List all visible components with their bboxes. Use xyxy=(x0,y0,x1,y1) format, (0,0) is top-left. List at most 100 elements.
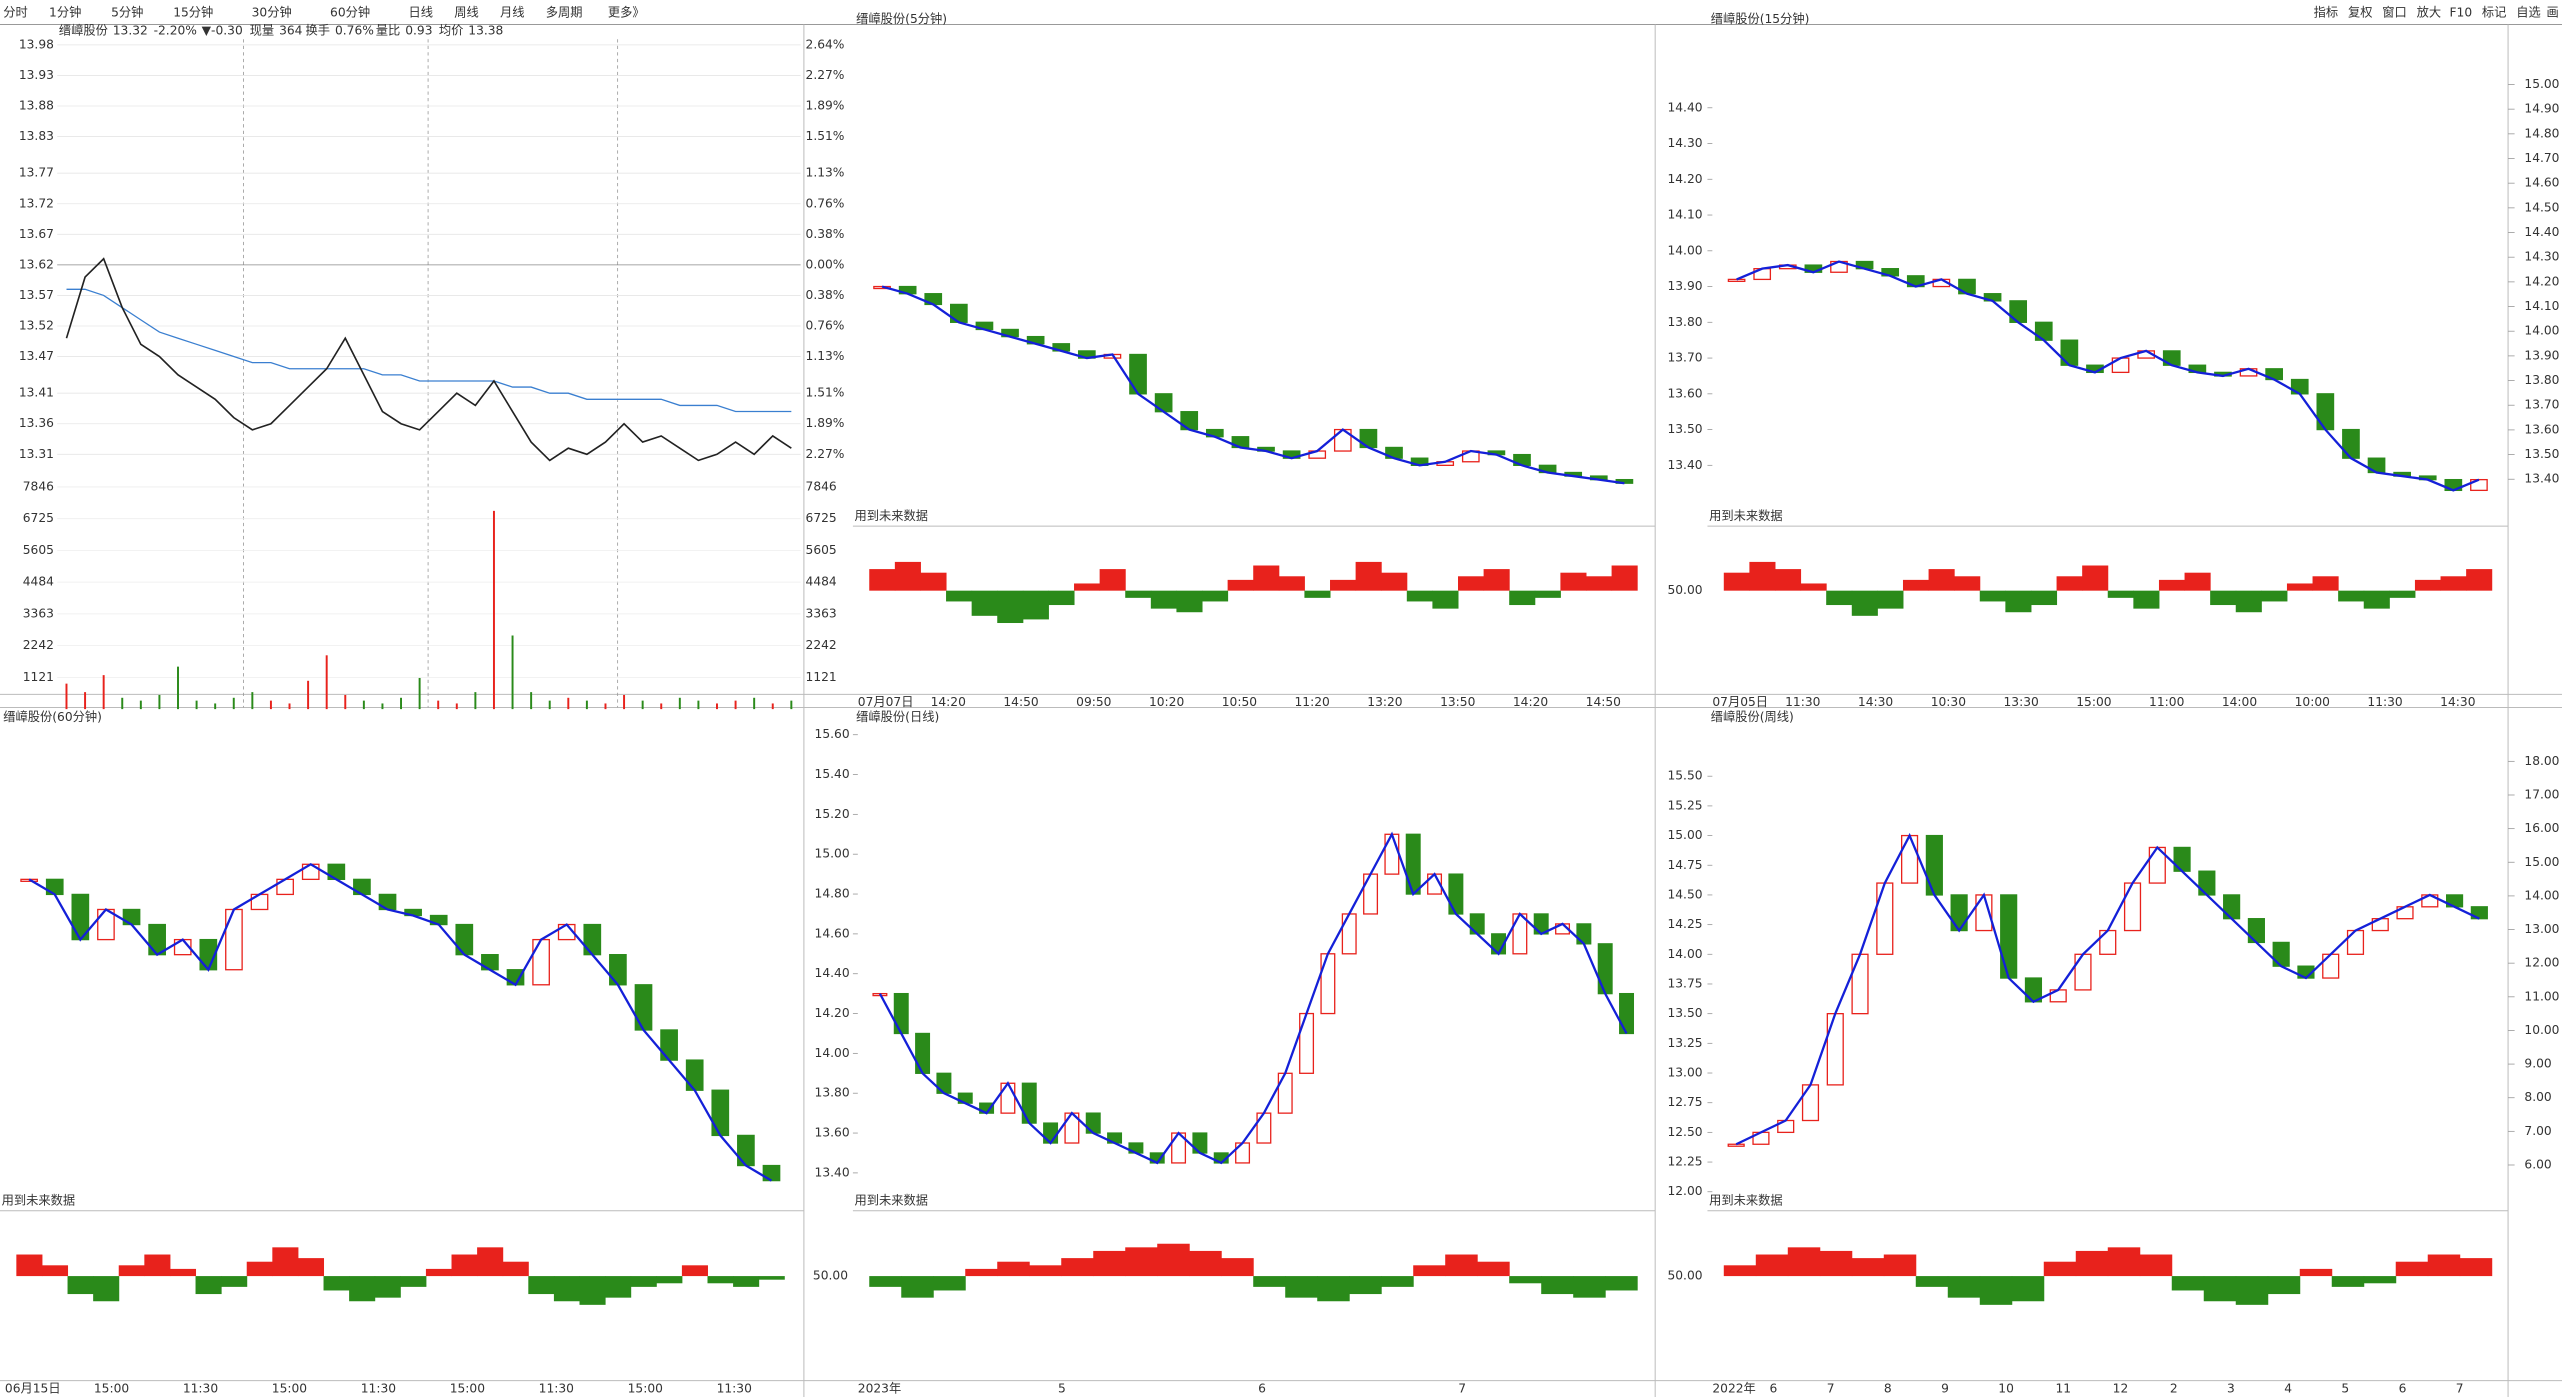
menu-item[interactable]: 1分钟 xyxy=(49,5,81,20)
y2-tick-label: 14.50 xyxy=(2524,200,2559,214)
x-tick-label: 2 xyxy=(2170,1381,2178,1395)
price-tick-label: 13.67 xyxy=(19,227,54,241)
y2-tick-label: 11.00 xyxy=(2524,989,2559,1003)
price-tick-label: 13.62 xyxy=(19,257,54,271)
x-tick-label: 6 xyxy=(1258,1381,1266,1395)
toolbar-item[interactable]: 标记 xyxy=(2482,6,2507,20)
y-tick-label: 14.30 xyxy=(1667,136,1702,150)
close-line xyxy=(1736,260,2480,492)
menu-item[interactable]: 60分钟 xyxy=(330,5,370,20)
candle xyxy=(2346,929,2365,955)
osc-bar xyxy=(733,1276,760,1287)
menu-item[interactable]: 更多》 xyxy=(608,6,645,20)
toolbar-item[interactable]: 放大 xyxy=(2417,5,2442,20)
x-tick-label: 10 xyxy=(1998,1381,2014,1395)
osc-bar xyxy=(971,590,998,616)
toolbar-item[interactable]: 指标 xyxy=(2314,5,2339,20)
y-tick-label: 14.20 xyxy=(815,1006,850,1020)
y2-tick-label: 14.90 xyxy=(2524,102,2559,116)
price-tick-label: 13.52 xyxy=(19,318,54,332)
x-tick-label: 14:30 xyxy=(2440,695,2475,709)
y2-tick-label: 15.00 xyxy=(2524,77,2559,91)
y-tick-label: 14.40 xyxy=(815,966,850,980)
toolbar-item[interactable]: 自选 xyxy=(2516,6,2541,20)
osc-bar xyxy=(2235,1276,2269,1305)
menu-item[interactable]: 月线 xyxy=(500,6,525,20)
candle xyxy=(1299,1012,1315,1074)
osc-bar xyxy=(1413,1265,1446,1277)
vol-tick-label: 6725 xyxy=(806,511,837,525)
osc-bar xyxy=(2139,1254,2173,1277)
osc-bar xyxy=(997,590,1024,624)
menu-item[interactable]: 周线 xyxy=(454,6,479,20)
x-tick-label: 15:00 xyxy=(94,1381,129,1395)
osc-bar xyxy=(1458,576,1485,591)
menu-item[interactable]: 日线 xyxy=(408,6,432,20)
pct-tick-label: 1.13% xyxy=(806,166,845,180)
x-tick-label: 3 xyxy=(2227,1381,2235,1395)
osc-bar xyxy=(1093,1250,1126,1277)
x-tick-label: 15:00 xyxy=(450,1381,485,1395)
osc-bar xyxy=(707,1276,734,1284)
y-tick-label: 13.00 xyxy=(1667,1066,1702,1080)
osc-bar xyxy=(195,1276,222,1295)
y-tick-label: 15.60 xyxy=(815,727,850,741)
pct-tick-label: 2.64% xyxy=(806,37,845,51)
vol-tick-label: 1121 xyxy=(806,670,837,684)
x-tick-label: 10:20 xyxy=(1149,695,1184,709)
y2-tick-label: 10.00 xyxy=(2524,1023,2559,1037)
menu-item[interactable]: 5分钟 xyxy=(111,5,143,20)
osc-bar xyxy=(2363,1276,2397,1284)
osc-bar xyxy=(2414,579,2442,591)
candle xyxy=(2342,428,2360,459)
toolbar-item[interactable]: F10 xyxy=(2449,6,2472,20)
x-tick-label: 10:50 xyxy=(1222,695,1257,709)
vol-tick-label: 1121 xyxy=(23,670,54,684)
toolbar-item[interactable]: 窗口 xyxy=(2382,6,2407,20)
menu-item[interactable]: 15分钟 xyxy=(173,5,213,20)
x-tick-label: 13:30 xyxy=(2003,695,2038,709)
osc-bar xyxy=(1477,1261,1510,1277)
osc-bar xyxy=(246,1261,273,1277)
candle xyxy=(1597,943,1613,995)
toolbar-item[interactable]: 画 xyxy=(2546,6,2558,20)
x-tick-label: 11:30 xyxy=(717,1381,752,1395)
vol-tick-label: 2242 xyxy=(23,638,54,652)
price-tick-label: 13.36 xyxy=(19,416,54,430)
y2-tick-label: 14.80 xyxy=(2524,126,2559,140)
osc-bar xyxy=(1509,1276,1542,1284)
y2-tick-label: 15.00 xyxy=(2524,855,2559,869)
menu-item[interactable]: 分时 xyxy=(3,6,27,20)
osc-bar xyxy=(656,1276,683,1284)
osc-bar xyxy=(2184,572,2211,591)
menu-item[interactable]: 30分钟 xyxy=(252,5,292,20)
y-tick-label: 14.60 xyxy=(815,926,850,940)
frame xyxy=(0,24,2562,1397)
quote-field: -2.20% xyxy=(154,24,197,38)
osc-bar xyxy=(1061,1258,1094,1277)
price-line xyxy=(65,257,792,462)
y-tick-label: 15.20 xyxy=(815,807,850,821)
osc-bar xyxy=(901,1276,934,1298)
osc-bar xyxy=(2261,590,2288,602)
osc-bar xyxy=(2235,590,2262,613)
toolbar-item[interactable]: 复权 xyxy=(2348,6,2373,20)
candle xyxy=(455,923,474,956)
x-tick-label: 12 xyxy=(2113,1381,2129,1395)
osc-bar xyxy=(1483,569,1510,591)
osc-bar xyxy=(67,1276,94,1295)
osc-bar xyxy=(1819,1250,1853,1277)
y-tick-label: 15.00 xyxy=(815,847,850,861)
menu-item[interactable]: 多周期 xyxy=(546,6,583,20)
future-note: 用到未来数据 xyxy=(1709,508,1783,523)
ind-label: 50.00 xyxy=(1667,1269,1702,1283)
candle xyxy=(1405,833,1421,895)
osc-bar xyxy=(1800,583,1827,591)
candle xyxy=(1727,278,1746,283)
osc-bar xyxy=(630,1276,657,1287)
osc-bar xyxy=(477,1247,504,1277)
candle xyxy=(711,1089,730,1137)
osc-bar xyxy=(1755,1254,1789,1277)
